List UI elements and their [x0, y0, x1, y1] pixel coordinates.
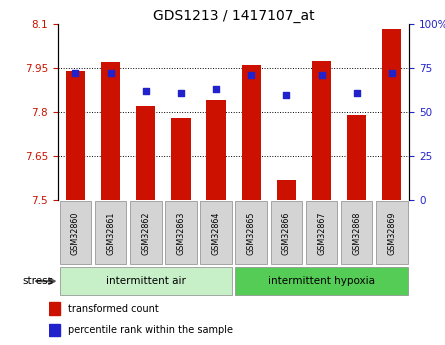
FancyBboxPatch shape: [235, 201, 267, 264]
Point: [283, 92, 290, 97]
Text: intermittent air: intermittent air: [106, 276, 186, 286]
Point: [178, 90, 185, 96]
FancyBboxPatch shape: [60, 267, 232, 295]
Text: GSM32865: GSM32865: [247, 211, 256, 255]
FancyBboxPatch shape: [376, 201, 408, 264]
Bar: [312, 61, 331, 200]
Text: GSM32861: GSM32861: [106, 211, 115, 255]
FancyBboxPatch shape: [306, 201, 337, 264]
Text: GSM32860: GSM32860: [71, 211, 80, 255]
FancyBboxPatch shape: [130, 201, 162, 264]
Point: [213, 87, 220, 92]
FancyBboxPatch shape: [271, 201, 302, 264]
Bar: [206, 100, 226, 200]
Text: stress: stress: [22, 276, 53, 286]
FancyBboxPatch shape: [60, 201, 91, 264]
Bar: [277, 179, 296, 200]
Text: transformed count: transformed count: [68, 304, 158, 314]
Point: [142, 88, 150, 94]
Bar: [49, 302, 60, 315]
FancyBboxPatch shape: [341, 201, 372, 264]
Text: intermittent hypoxia: intermittent hypoxia: [268, 276, 375, 286]
Point: [248, 72, 255, 78]
Text: GSM32868: GSM32868: [352, 211, 361, 255]
Bar: [171, 118, 190, 200]
Text: GSM32866: GSM32866: [282, 211, 291, 255]
Point: [107, 71, 114, 76]
Bar: [347, 115, 366, 200]
Point: [388, 71, 396, 76]
Text: GSM32867: GSM32867: [317, 211, 326, 255]
Bar: [101, 62, 120, 200]
Bar: [136, 106, 155, 200]
Text: percentile rank within the sample: percentile rank within the sample: [68, 325, 233, 335]
Text: GSM32863: GSM32863: [176, 211, 186, 255]
Bar: [382, 29, 401, 200]
FancyBboxPatch shape: [235, 267, 408, 295]
FancyBboxPatch shape: [165, 201, 197, 264]
Bar: [49, 324, 60, 336]
Text: GSM32862: GSM32862: [141, 211, 150, 255]
Bar: [66, 71, 85, 200]
Point: [353, 90, 360, 96]
FancyBboxPatch shape: [95, 201, 126, 264]
FancyBboxPatch shape: [200, 201, 232, 264]
Title: GDS1213 / 1417107_at: GDS1213 / 1417107_at: [153, 9, 315, 23]
Point: [318, 72, 325, 78]
Text: GSM32869: GSM32869: [387, 211, 396, 255]
Point: [72, 71, 79, 76]
Bar: [242, 65, 261, 200]
Text: GSM32864: GSM32864: [211, 211, 221, 255]
